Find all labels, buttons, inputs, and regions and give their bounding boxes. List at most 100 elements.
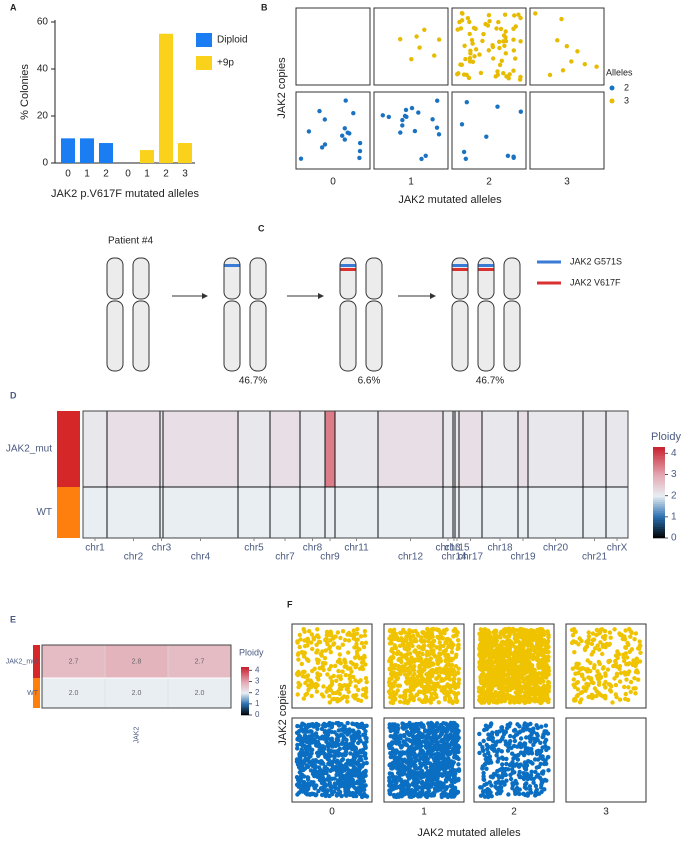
point [411,697,416,703]
point [329,776,335,781]
point [612,627,617,632]
point [586,634,592,639]
point [320,748,326,753]
point [507,72,512,77]
column-label: chr20 [543,543,568,554]
point [521,750,527,755]
point [319,692,325,697]
point [615,649,620,654]
point [477,750,482,756]
point [542,671,547,677]
point [506,626,511,632]
point [498,675,503,681]
point [446,760,451,765]
mutation-band [340,268,356,271]
point [446,656,451,661]
point [429,726,434,731]
colorbar-step [653,462,665,466]
point [361,723,366,729]
point [323,648,328,653]
point [614,673,619,678]
column-label: chr5 [244,543,264,554]
chromosome-arm [223,257,241,300]
point [300,783,305,788]
point [571,677,576,682]
x-tick-label: 2 [103,169,109,180]
point [319,761,324,766]
facet-frame [451,7,527,86]
point [393,775,399,780]
point [349,741,354,746]
point [296,657,301,662]
point [531,655,537,660]
point [404,675,410,681]
point [437,646,443,652]
point [428,670,434,675]
point [484,781,489,786]
point [351,111,356,116]
point [484,134,489,139]
point [313,763,318,769]
point [529,746,534,752]
heat-cell [459,487,482,538]
cell-label: 2.0 [69,690,79,697]
heat-cell [270,411,300,487]
point [453,695,459,701]
point [531,780,536,785]
point [410,667,415,672]
point [407,630,412,635]
colorbar-step [241,694,249,697]
point [622,684,627,690]
point [416,669,421,674]
point [637,643,643,648]
point [400,117,405,123]
point [424,753,429,759]
point [570,633,576,638]
colorbar-step [241,709,249,711]
colorbar-step [241,711,249,713]
point [358,678,363,683]
heat-cell [107,411,160,487]
point [357,771,362,776]
percentage: 46.7% [476,376,504,387]
point [450,739,455,744]
point [444,742,449,747]
point [433,692,439,698]
point [344,778,349,784]
point [517,77,523,82]
point [496,657,502,662]
point [504,695,509,700]
point [591,665,597,670]
chromosome-arm [503,300,521,372]
point [637,639,642,644]
point [389,676,394,681]
point [589,641,595,647]
point [402,689,407,695]
point [394,780,399,786]
colorbar-step [653,456,665,459]
point [508,721,513,726]
cell-label: 2.7 [69,658,79,665]
point [300,736,305,741]
point [392,763,397,769]
point [424,672,429,677]
point [345,720,350,726]
point [403,725,409,730]
point [349,746,355,752]
point [425,775,430,781]
point [536,764,542,769]
point [501,39,506,44]
y-tick-label: 40 [37,64,49,75]
point [512,738,518,744]
point [592,686,598,691]
point [479,680,484,686]
point [544,693,549,699]
point [344,737,349,743]
point [477,666,483,672]
panel-label: A [10,2,17,12]
heat-cell [528,411,583,487]
point [324,636,329,641]
point [397,643,403,648]
x-tick-label: 1 [421,807,427,818]
point [434,676,439,681]
